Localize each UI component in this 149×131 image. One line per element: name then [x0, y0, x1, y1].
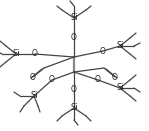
Text: O: O — [71, 86, 77, 94]
Text: Si: Si — [116, 83, 124, 92]
Text: Si: Si — [30, 91, 38, 100]
Text: Si: Si — [70, 13, 78, 23]
Text: O: O — [95, 75, 101, 84]
Text: O: O — [30, 72, 36, 81]
Text: O: O — [71, 32, 77, 42]
Text: Si: Si — [116, 42, 124, 50]
Text: Si: Si — [12, 50, 20, 59]
Text: Si: Si — [70, 103, 78, 113]
Text: O: O — [49, 75, 55, 84]
Text: O: O — [112, 72, 118, 81]
Text: O: O — [100, 47, 106, 56]
Text: O: O — [32, 50, 38, 59]
